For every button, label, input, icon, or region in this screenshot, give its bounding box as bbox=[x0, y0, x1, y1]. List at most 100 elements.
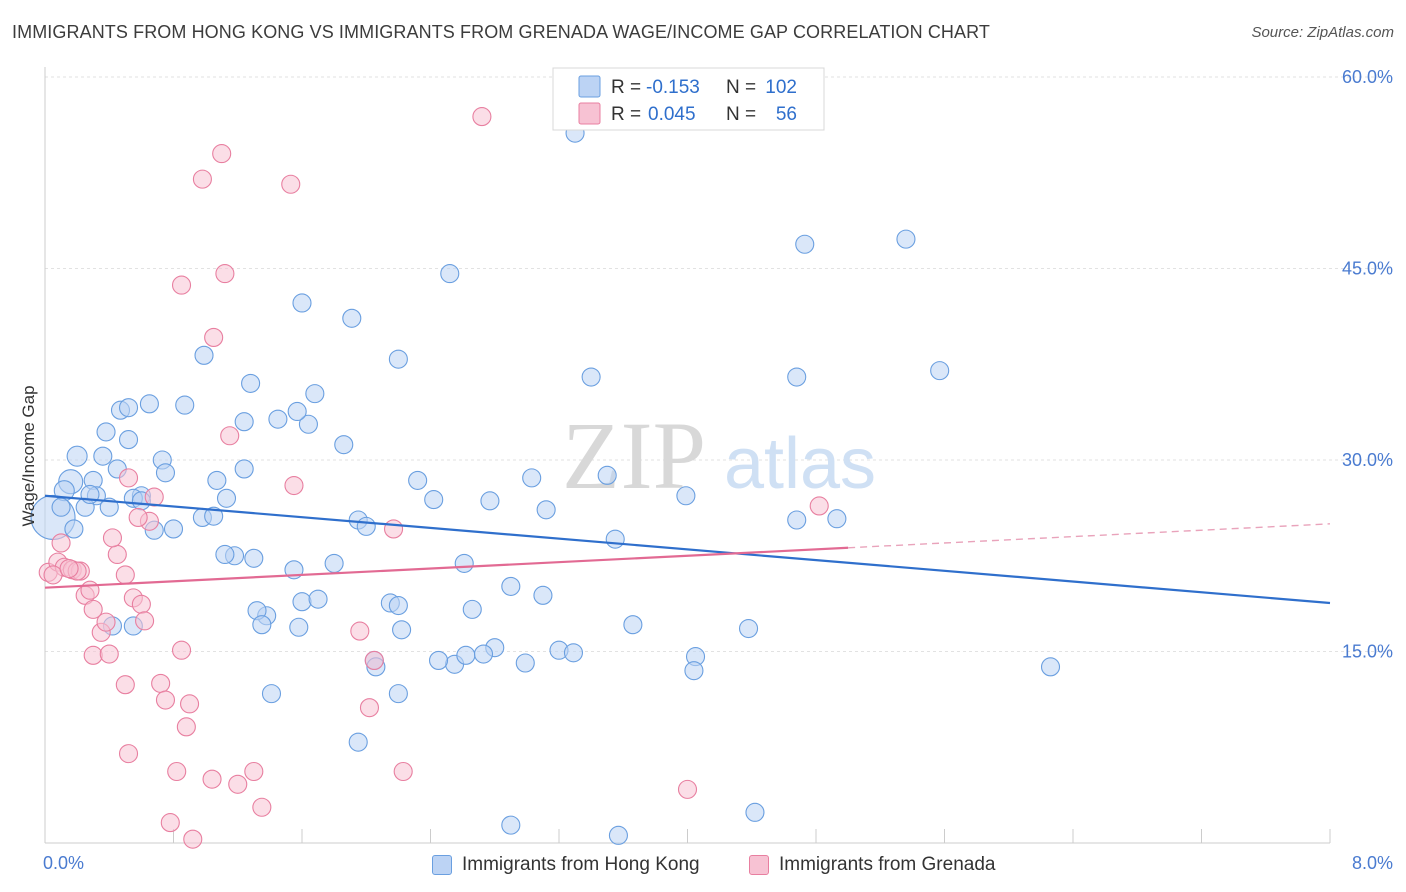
data-point bbox=[388, 595, 408, 616]
y-tick-label-3: 60.0% bbox=[1342, 67, 1393, 87]
data-points bbox=[30, 107, 1061, 849]
data-point bbox=[428, 650, 449, 670]
data-point bbox=[348, 732, 368, 752]
series-name-grenada: Immigrants from Grenada bbox=[779, 854, 996, 875]
data-point bbox=[623, 615, 643, 635]
data-point bbox=[234, 412, 254, 432]
data-point bbox=[605, 529, 625, 549]
data-point bbox=[163, 519, 184, 539]
data-point bbox=[536, 500, 556, 520]
data-point bbox=[244, 548, 264, 568]
data-point bbox=[284, 475, 304, 496]
data-point bbox=[745, 802, 765, 822]
data-point bbox=[308, 589, 328, 609]
legend-r-value-grenada: 0.045 bbox=[648, 104, 696, 125]
data-point bbox=[896, 229, 916, 249]
data-point bbox=[131, 594, 151, 614]
data-point bbox=[118, 398, 139, 418]
data-point bbox=[515, 653, 535, 673]
data-point bbox=[581, 367, 601, 387]
data-point bbox=[215, 264, 235, 284]
data-point bbox=[359, 698, 380, 718]
data-point bbox=[139, 394, 159, 414]
data-point bbox=[501, 576, 521, 596]
data-point bbox=[324, 553, 344, 573]
data-point bbox=[96, 422, 116, 442]
data-point bbox=[424, 490, 444, 510]
data-point bbox=[204, 506, 224, 526]
data-point bbox=[66, 445, 88, 467]
data-point bbox=[99, 497, 119, 517]
data-point bbox=[83, 645, 103, 665]
data-point bbox=[234, 459, 254, 479]
legend-swatch-hong-kong bbox=[578, 75, 601, 98]
stats-legend: R = -0.153 N = 102 R = 0.045 N = 56 bbox=[552, 67, 825, 131]
data-point bbox=[384, 519, 404, 539]
grid-lines bbox=[45, 76, 1390, 652]
series-legend-item-hong-kong: Immigrants from Hong Kong bbox=[432, 852, 700, 878]
data-point bbox=[64, 519, 84, 539]
data-point bbox=[292, 592, 312, 612]
data-point bbox=[287, 401, 307, 422]
data-point bbox=[684, 661, 704, 681]
data-point bbox=[388, 349, 408, 369]
data-point bbox=[393, 761, 413, 782]
data-point bbox=[204, 327, 224, 347]
legend-n-value-grenada: 56 bbox=[776, 104, 797, 125]
data-point bbox=[342, 308, 362, 328]
data-point bbox=[176, 717, 196, 737]
data-point bbox=[408, 470, 428, 490]
tick-labels: 15.0% 30.0% 45.0% 60.0% 0.0% 8.0% bbox=[43, 67, 1393, 873]
data-point bbox=[462, 599, 482, 619]
data-point bbox=[83, 599, 103, 619]
data-point bbox=[194, 345, 214, 365]
data-point bbox=[43, 565, 63, 585]
data-point bbox=[533, 585, 553, 605]
data-point bbox=[128, 507, 148, 528]
data-point bbox=[207, 470, 227, 490]
data-point bbox=[215, 544, 235, 565]
x-tick-label-max: 8.0% bbox=[1352, 853, 1393, 873]
data-point bbox=[167, 761, 187, 782]
legend-r-label-0: R = bbox=[611, 77, 641, 98]
data-point bbox=[305, 384, 325, 404]
series-legend: Immigrants from Hong Kong Immigrants fro… bbox=[0, 852, 1406, 878]
legend-swatch-grenada bbox=[578, 102, 601, 125]
legend-r-label-1: R = bbox=[611, 104, 641, 125]
data-point bbox=[244, 761, 264, 782]
data-point bbox=[608, 825, 628, 845]
data-point bbox=[261, 684, 282, 704]
legend-n-value-hong-kong: 102 bbox=[765, 77, 797, 98]
legend-r-value-hong-kong: -0.153 bbox=[646, 77, 700, 98]
data-point bbox=[212, 144, 232, 164]
data-point bbox=[1040, 657, 1061, 677]
data-point bbox=[96, 612, 116, 632]
data-point bbox=[180, 694, 200, 714]
data-point bbox=[155, 690, 176, 710]
data-point bbox=[99, 644, 119, 664]
data-point bbox=[135, 611, 155, 631]
series-points-1 bbox=[38, 107, 829, 849]
y-tick-label-2: 45.0% bbox=[1342, 259, 1393, 279]
data-point bbox=[175, 395, 195, 415]
data-point bbox=[115, 675, 135, 695]
data-point bbox=[298, 414, 318, 434]
data-point bbox=[292, 293, 312, 313]
data-point bbox=[107, 544, 127, 565]
y-tick-label-0: 15.0% bbox=[1342, 642, 1393, 662]
data-point bbox=[252, 615, 272, 635]
data-point bbox=[350, 621, 370, 641]
data-point bbox=[115, 565, 135, 585]
trend-line-0 bbox=[44, 494, 1331, 605]
data-point bbox=[289, 617, 309, 637]
y-tick-label-1: 30.0% bbox=[1342, 450, 1393, 470]
series-name-hong-kong: Immigrants from Hong Kong bbox=[462, 854, 700, 875]
data-point bbox=[472, 107, 492, 127]
legend-n-label-0: N = bbox=[726, 77, 756, 98]
data-point bbox=[220, 426, 240, 446]
data-point bbox=[151, 673, 171, 693]
trend-line-extension-1 bbox=[848, 523, 1331, 549]
data-point bbox=[677, 779, 698, 799]
data-point bbox=[388, 684, 408, 704]
